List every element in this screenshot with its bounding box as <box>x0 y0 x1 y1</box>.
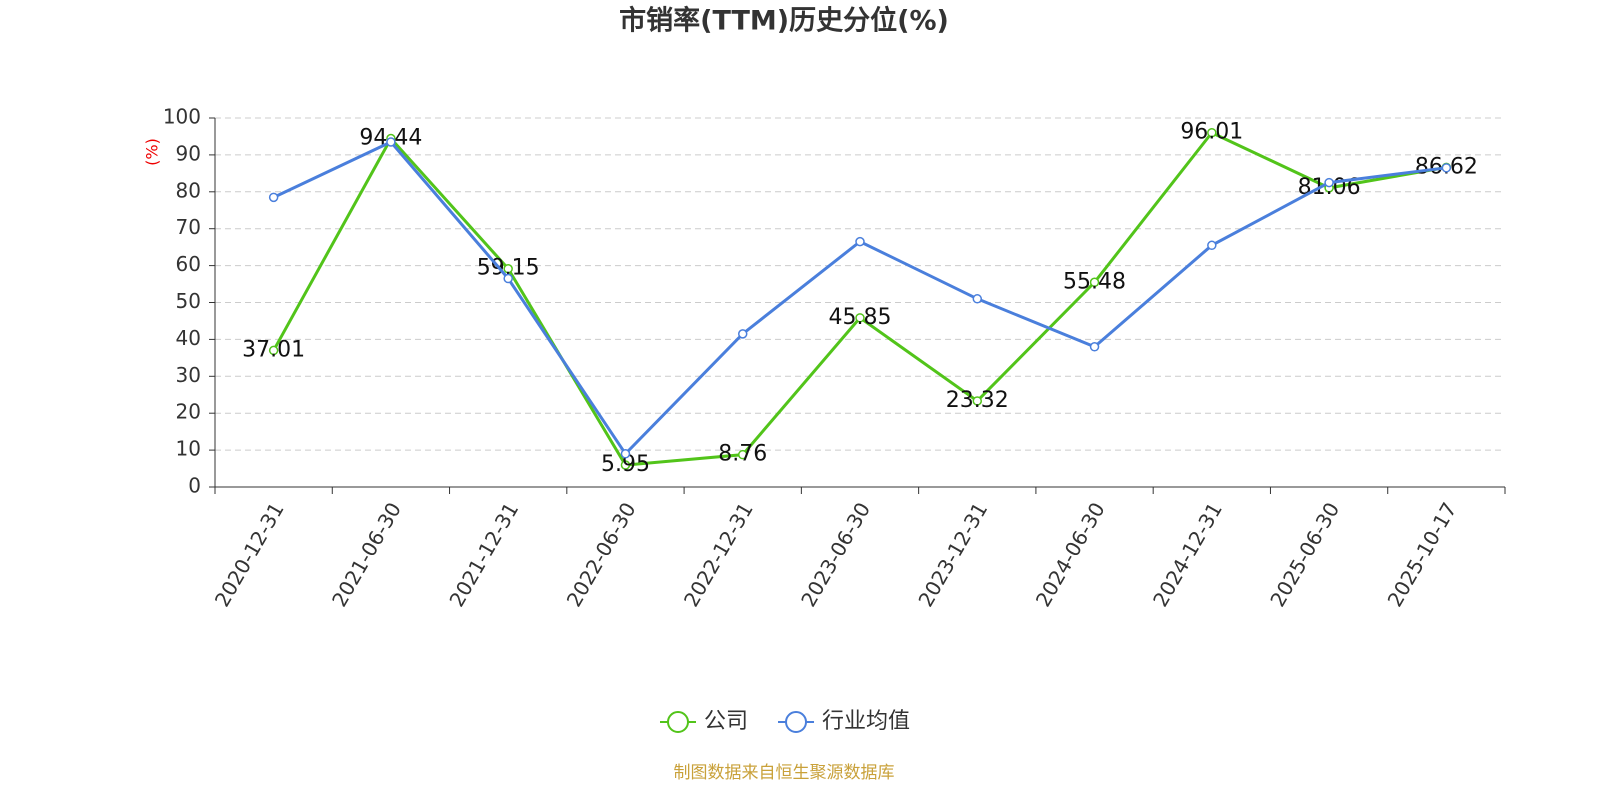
data-point <box>855 313 865 323</box>
y-tick-label: 40 <box>176 326 201 350</box>
x-tick-label: 2021-06-30 <box>327 498 406 611</box>
data-point <box>737 329 748 339</box>
y-tick-label: 60 <box>176 252 201 276</box>
legend-label: 公司 <box>704 709 748 734</box>
y-tick-label: 100 <box>163 105 201 129</box>
y-tick-label: 0 <box>188 474 201 498</box>
data-point <box>972 294 983 304</box>
data-label: 45.85 <box>829 305 892 330</box>
legend-marker <box>785 711 808 733</box>
y-tick-label: 10 <box>176 437 201 461</box>
data-label: 8.76 <box>718 442 767 467</box>
data-point <box>386 137 396 147</box>
data-label: 96.01 <box>1180 120 1243 145</box>
source-note: 制图数据来自恒生聚源数据库 <box>674 763 895 783</box>
data-point <box>1207 127 1217 138</box>
data-label: 23.32 <box>946 388 1009 413</box>
x-tick-label: 2025-06-30 <box>1265 498 1344 611</box>
data-point <box>503 263 513 274</box>
x-tick-label: 2020-12-31 <box>210 498 289 611</box>
data-point <box>1089 277 1100 288</box>
y-tick-label: 80 <box>176 178 201 202</box>
chart-title: 市销率(TTM)历史分位(%) <box>619 5 949 37</box>
y-tick-label: 50 <box>176 289 201 313</box>
data-point <box>1324 177 1334 188</box>
series-line <box>272 130 1447 467</box>
data-point <box>620 460 631 470</box>
x-tick-label: 2025-10-17 <box>1383 498 1462 611</box>
y-tick-label: 70 <box>176 215 201 239</box>
data-point <box>855 236 865 247</box>
data-point <box>1089 342 1100 352</box>
y-tick-label: 90 <box>176 141 201 165</box>
x-tick-label: 2024-12-31 <box>1148 498 1227 611</box>
y-tick-label: 20 <box>176 400 201 424</box>
x-tick-label: 2023-12-31 <box>913 498 992 611</box>
data-label: 37.01 <box>242 337 305 362</box>
x-tick-label: 2022-06-30 <box>562 498 641 611</box>
data-point <box>268 345 279 356</box>
series-line <box>272 140 1447 457</box>
data-point <box>737 449 748 460</box>
legend-label: 行业均值 <box>822 709 910 734</box>
x-tick-label: 2023-06-30 <box>796 498 875 611</box>
data-point <box>620 449 631 459</box>
data-point <box>1207 240 1217 251</box>
x-tick-label: 2024-06-30 <box>1031 498 1110 611</box>
data-point <box>972 396 983 406</box>
x-tick-label: 2021-12-31 <box>444 498 523 611</box>
data-point <box>268 192 279 203</box>
y-tick-label: 30 <box>176 363 201 387</box>
data-label: 55.48 <box>1063 269 1126 294</box>
y-axis-label: (%) <box>143 138 162 166</box>
legend-marker <box>667 711 689 733</box>
x-tick-label: 2022-12-31 <box>679 498 758 611</box>
data-point <box>503 273 513 284</box>
data-point <box>1441 163 1452 173</box>
